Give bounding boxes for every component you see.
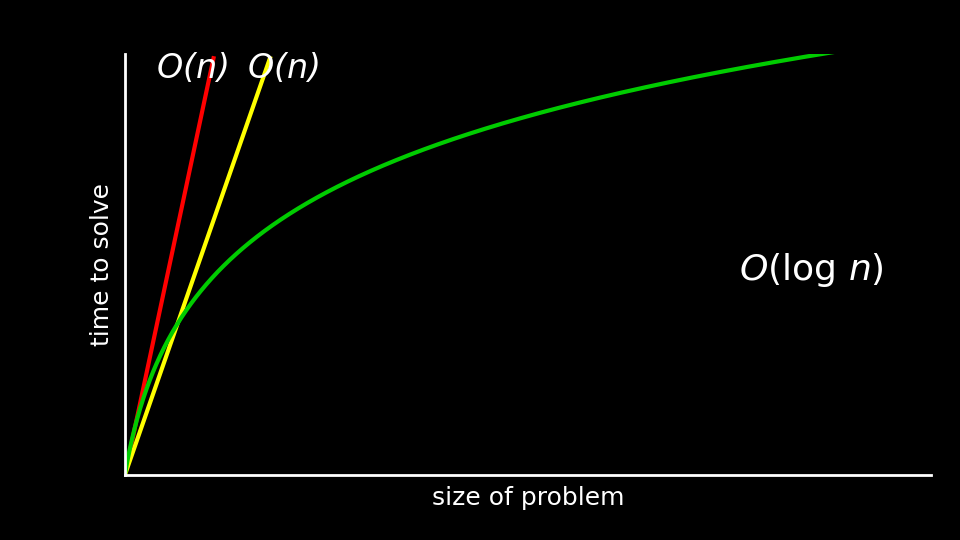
Text: $\mathit{O}$($\mathit{n}$): $\mathit{O}$($\mathit{n}$) — [156, 51, 228, 84]
Y-axis label: time to solve: time to solve — [89, 183, 113, 346]
X-axis label: size of problem: size of problem — [432, 487, 624, 510]
Text: $\mathit{O}$(log $\mathit{n}$): $\mathit{O}$(log $\mathit{n}$) — [739, 251, 883, 289]
Text: $\mathit{O}$($\mathit{n}$): $\mathit{O}$($\mathit{n}$) — [247, 51, 320, 84]
